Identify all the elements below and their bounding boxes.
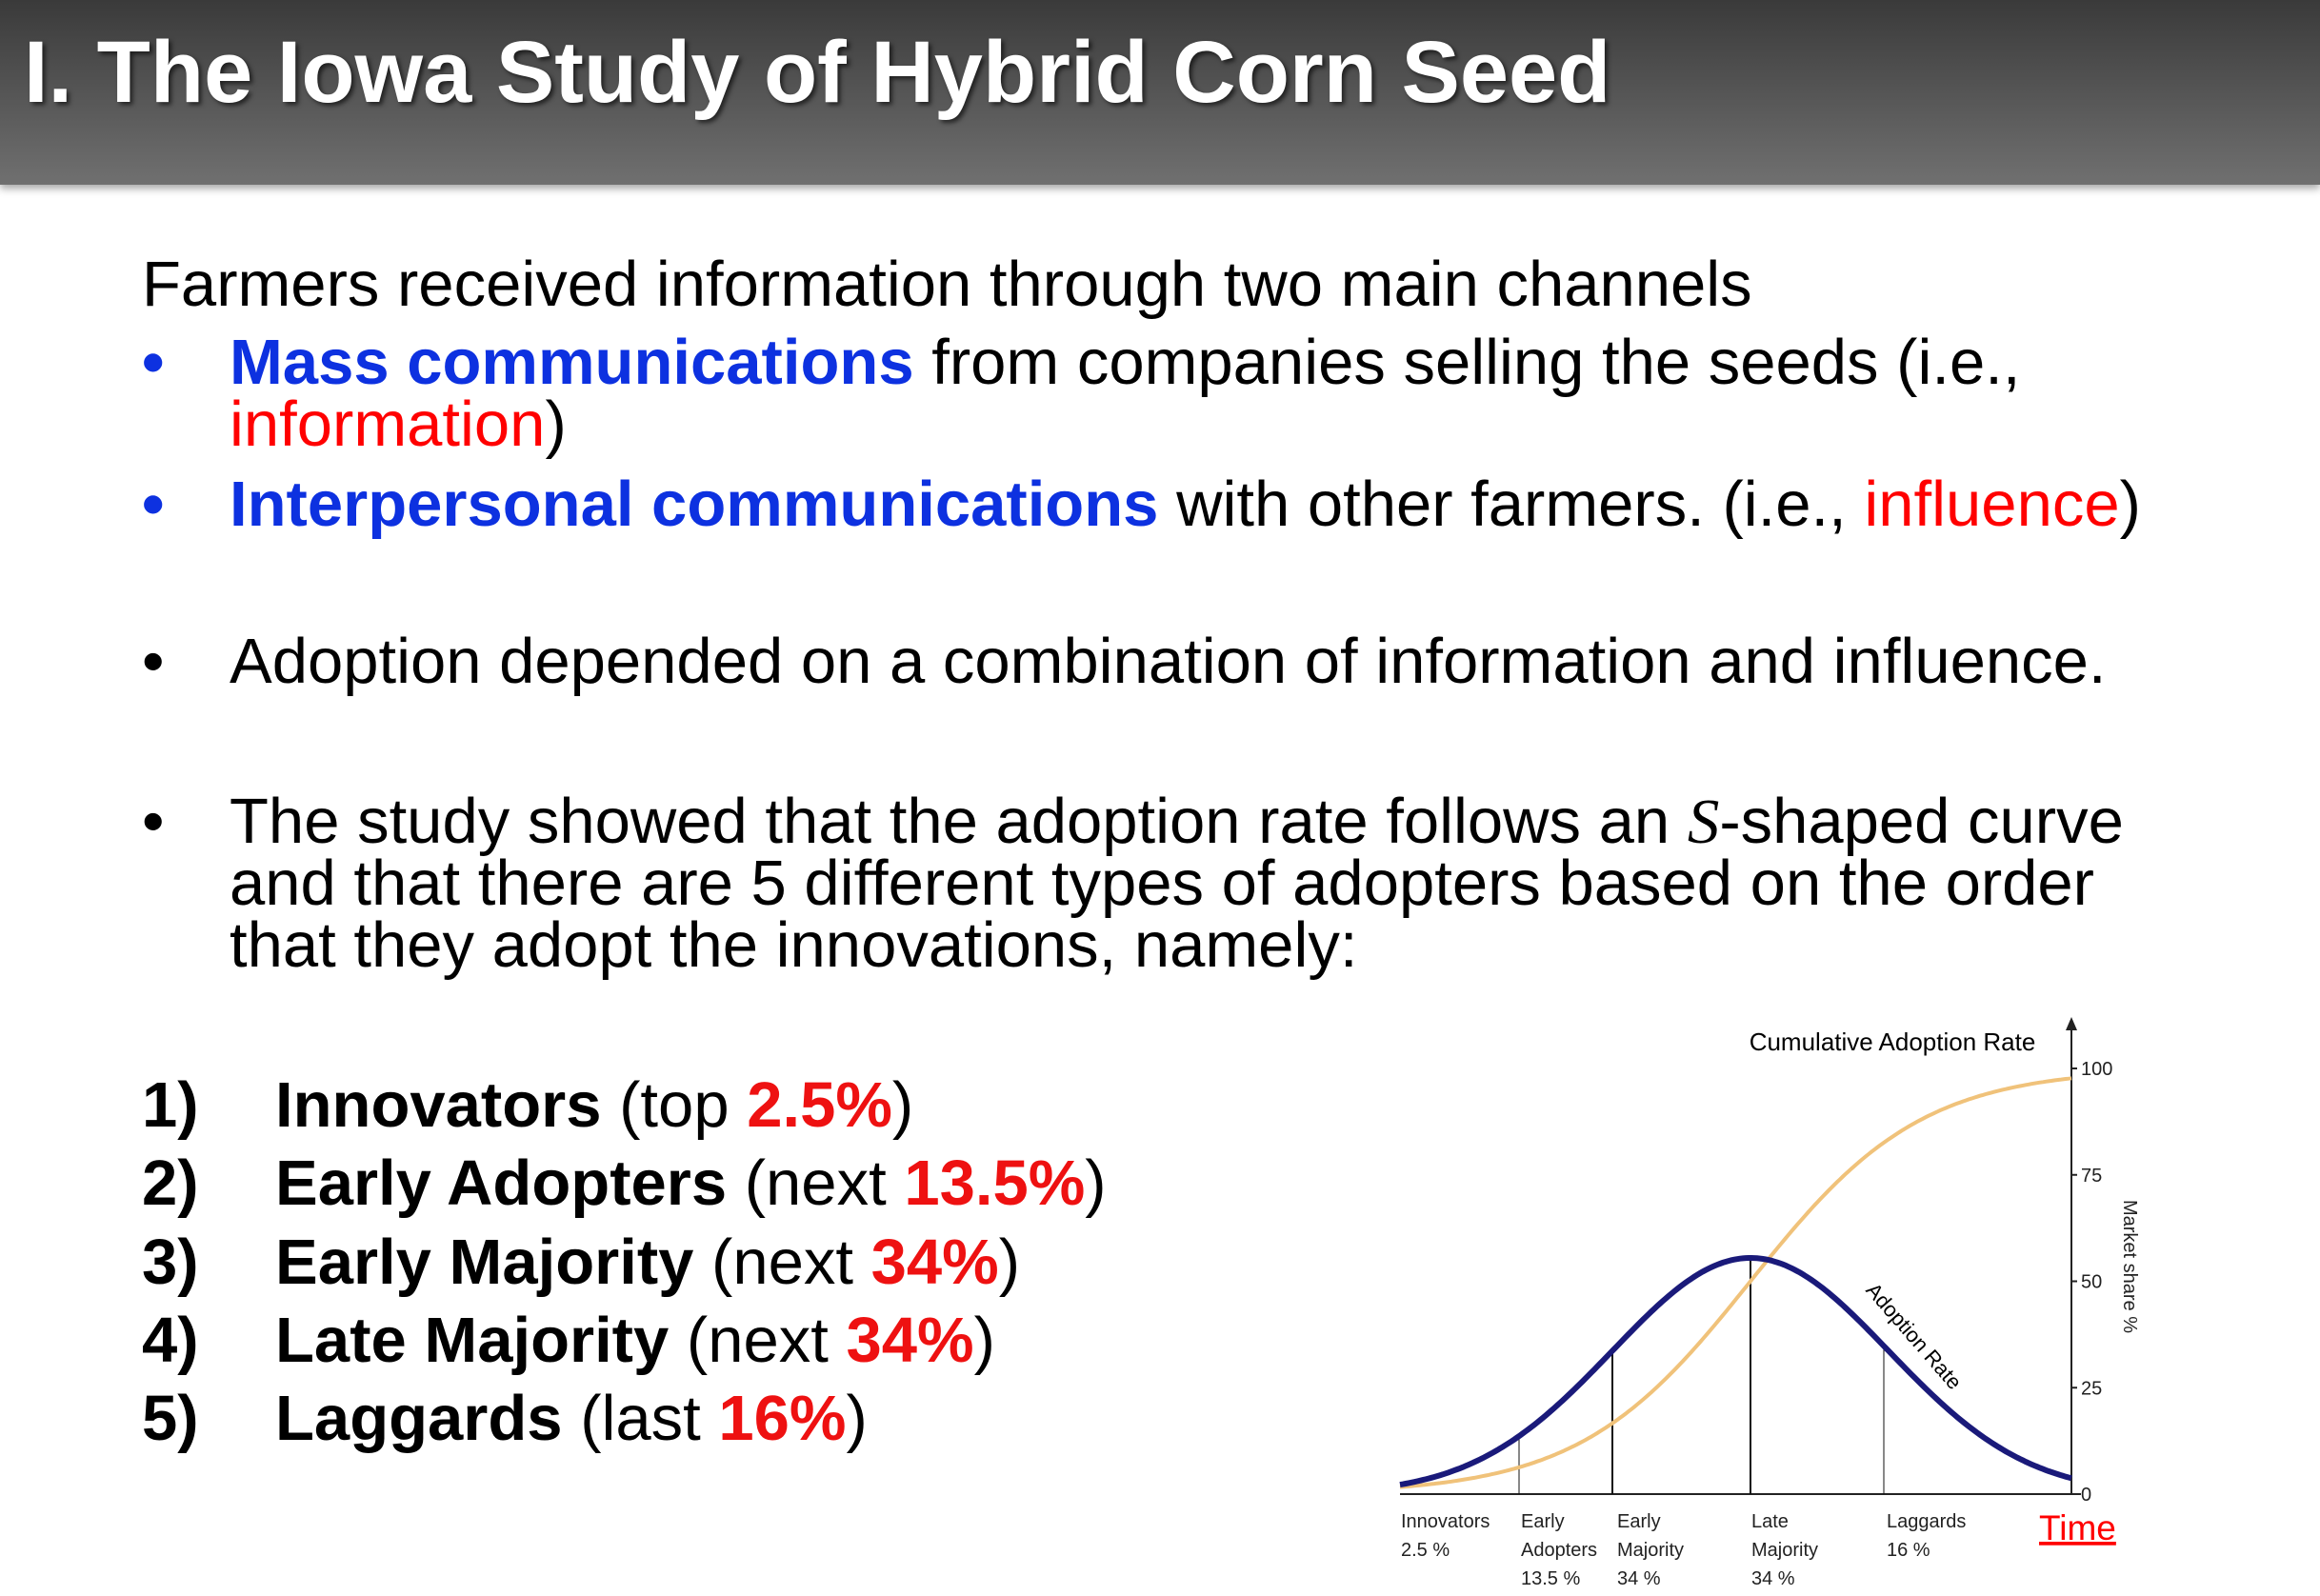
stage-label: Late — [1751, 1511, 1789, 1532]
list-number: 4) — [142, 1305, 199, 1376]
adopter-name: Early Adopters — [275, 1147, 728, 1219]
y-tick-label: 25 — [2081, 1378, 2102, 1399]
list-number: 1) — [142, 1069, 199, 1141]
text: -shaped curve — [1719, 786, 2124, 857]
list-item: Early Adopters (next 13.5%) — [275, 1151, 1107, 1215]
stage-label: 34 % — [1617, 1568, 1661, 1589]
text: (next — [744, 1147, 887, 1219]
bullet-line: Interpersonal communications with other … — [230, 472, 2141, 536]
bullet-line: The study showed that the adoption rate … — [230, 789, 2124, 854]
bullet-line: information) — [230, 392, 567, 456]
text: ) — [891, 1069, 914, 1141]
list-number: 5) — [142, 1383, 199, 1454]
list-item: Early Majority (next 34%) — [275, 1230, 1020, 1294]
text: ) — [2119, 469, 2141, 540]
text: ) — [1085, 1147, 1107, 1219]
percent: 34% — [870, 1227, 999, 1298]
symbol: S — [1687, 787, 1720, 857]
percent: 34% — [846, 1305, 974, 1376]
stage-label: Innovators — [1401, 1511, 1490, 1532]
stage-label: 34 % — [1751, 1568, 1795, 1589]
y-tick-label: 50 — [2081, 1272, 2102, 1293]
text: (next — [711, 1227, 853, 1298]
cumulative-curve — [1399, 1076, 2072, 1489]
adopter-name: Early Majority — [275, 1227, 694, 1298]
axis-arrow — [2066, 1017, 2077, 1030]
stage-label: Early — [1521, 1511, 1565, 1532]
highlight: information — [230, 389, 546, 460]
bullet-marker: • — [142, 327, 165, 398]
text: ) — [846, 1383, 868, 1454]
text: (top — [619, 1069, 730, 1141]
bold-term: Mass communications — [230, 327, 914, 398]
adopter-name: Late Majority — [275, 1305, 670, 1376]
time-label: Time — [2039, 1508, 2116, 1547]
bullet-marker: • — [142, 469, 165, 540]
bullet-marker: • — [142, 786, 165, 857]
adopter-name: Laggards — [275, 1383, 563, 1454]
stage-label: Majority — [1617, 1540, 1684, 1561]
stage-label: 16 % — [1887, 1540, 1930, 1561]
text: ) — [998, 1227, 1021, 1298]
bullet-line: and that there are 5 different types of … — [230, 848, 2094, 919]
adoption-curve — [1399, 1255, 2072, 1488]
bullet-line: Adoption depended on a combination of in… — [230, 626, 2107, 697]
bullet-line: that they adopt the innovations, namely: — [230, 909, 1358, 981]
header: I. The Iowa Study of Hybrid Corn Seed — [0, 0, 2320, 185]
text: The study showed that the adoption rate … — [230, 786, 1670, 857]
list-item: Innovators (top 2.5%) — [275, 1073, 913, 1137]
y-tick-label: 0 — [2081, 1485, 2091, 1506]
stage-label: Majority — [1751, 1540, 1818, 1561]
text: (next — [686, 1305, 829, 1376]
y-tick-label: 75 — [2081, 1166, 2102, 1187]
list-number: 2) — [142, 1147, 199, 1219]
percent: 16% — [718, 1383, 847, 1454]
text: (last — [580, 1383, 701, 1454]
text: ) — [973, 1305, 995, 1376]
y-tick-label: 100 — [2081, 1059, 2112, 1080]
title: I. The Iowa Study of Hybrid Corn Seed — [24, 24, 1611, 121]
percent: 13.5% — [904, 1147, 1086, 1219]
bullet-line: Mass communications from companies selli… — [230, 330, 2020, 394]
bullet-marker: • — [142, 626, 165, 697]
highlight: influence — [1864, 469, 2120, 540]
stage-label: Laggards — [1887, 1511, 1966, 1532]
stage-label: Adopters — [1521, 1540, 1597, 1561]
adopter-name: Innovators — [275, 1069, 602, 1141]
list-item: Laggards (last 16%) — [275, 1387, 868, 1450]
text: ) — [545, 389, 567, 460]
intro: Farmers received information through two… — [142, 249, 1752, 320]
axis-label: Market share % — [2119, 1200, 2140, 1333]
figure-title: Cumulative Adoption Rate — [1750, 1027, 2036, 1056]
text: from companies selling the seeds (i.e., — [931, 327, 2021, 398]
text: with other farmers. (i.e., — [1176, 469, 1847, 540]
stage-label: 13.5 % — [1521, 1568, 1580, 1589]
bold-term: Interpersonal communications — [230, 469, 1159, 540]
stage-label: Early — [1617, 1511, 1661, 1532]
percent: 2.5% — [747, 1069, 892, 1141]
list-number: 3) — [142, 1227, 199, 1298]
stage-label: 2.5 % — [1401, 1540, 1450, 1561]
list-item: Late Majority (next 34%) — [275, 1308, 995, 1372]
